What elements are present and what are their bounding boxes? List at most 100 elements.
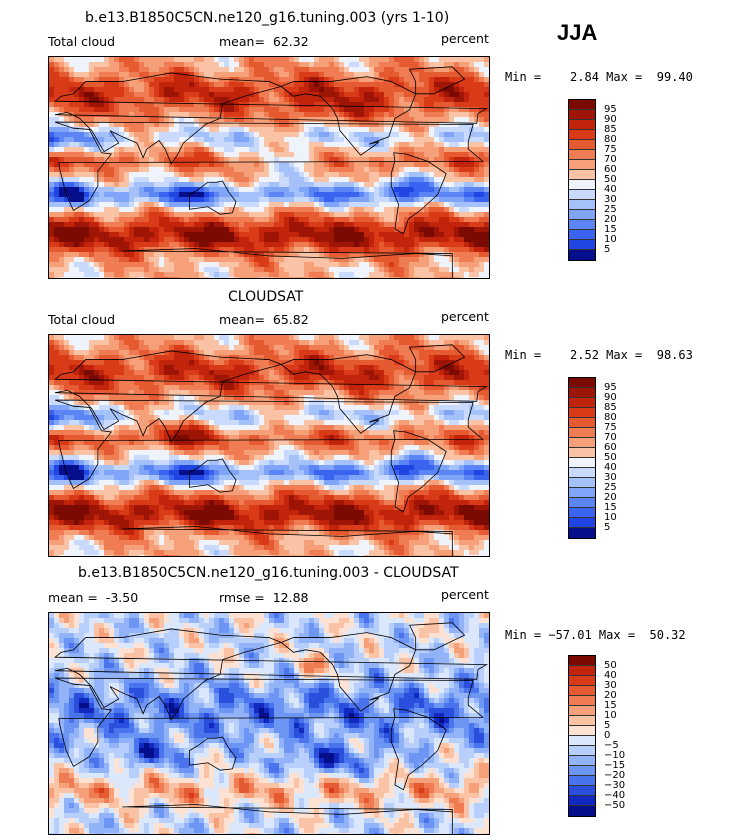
- field-cell: [314, 192, 320, 198]
- field-cell: [344, 162, 350, 168]
- field-cell: [359, 142, 365, 148]
- field-cell: [234, 117, 240, 123]
- field-cell: [189, 97, 195, 103]
- field-cell: [264, 355, 270, 361]
- field-cell: [409, 122, 415, 128]
- field-cell: [389, 267, 395, 273]
- field-cell: [104, 350, 110, 356]
- field-cell: [184, 217, 190, 223]
- field-cell: [399, 197, 405, 203]
- field-cell: [104, 335, 110, 341]
- field-cell: [169, 112, 175, 118]
- field-cell: [164, 92, 170, 98]
- field-cell: [224, 132, 230, 138]
- field-cell: [224, 257, 230, 263]
- field-cell: [184, 97, 190, 103]
- field-cell: [454, 177, 460, 183]
- field-cell: [389, 82, 395, 88]
- field-cell: [364, 62, 370, 68]
- field-cell: [459, 92, 465, 98]
- field-cell: [329, 375, 335, 381]
- field-cell: [64, 102, 70, 108]
- field-cell: [484, 72, 489, 78]
- field-cell: [229, 335, 235, 341]
- field-cell: [364, 127, 370, 133]
- field-cell: [279, 57, 285, 63]
- field-cell: [274, 117, 280, 123]
- field-cell: [244, 72, 250, 78]
- field-cell: [414, 232, 420, 238]
- field-cell: [464, 370, 470, 376]
- field-cell: [244, 82, 250, 88]
- field-cell: [89, 277, 95, 278]
- field-cell: [214, 340, 220, 346]
- field-cell: [64, 345, 70, 351]
- field-cell: [199, 82, 205, 88]
- field-cell: [224, 350, 230, 356]
- field-cell: [479, 202, 485, 208]
- field-cell: [414, 157, 420, 163]
- field-cell: [444, 267, 450, 273]
- field-cell: [294, 122, 300, 128]
- field-cell: [479, 262, 485, 268]
- field-cell: [334, 272, 340, 278]
- field-cell: [324, 142, 330, 148]
- field-cell: [104, 272, 110, 278]
- field-cell: [199, 360, 205, 366]
- field-cell: [404, 142, 410, 148]
- field-cell: [109, 167, 115, 173]
- field-cell: [89, 117, 95, 123]
- field-cell: [134, 360, 140, 366]
- field-cell: [279, 197, 285, 203]
- field-cell: [124, 142, 130, 148]
- field-cell: [229, 62, 235, 68]
- field-cell: [184, 272, 190, 278]
- field-cell: [299, 375, 305, 381]
- field-cell: [149, 127, 155, 133]
- field-cell: [459, 62, 465, 68]
- field-cell: [129, 370, 135, 376]
- field-cell: [139, 122, 145, 128]
- field-cell: [449, 182, 455, 188]
- field-cell: [84, 82, 90, 88]
- field-cell: [314, 252, 320, 258]
- field-cell: [354, 272, 360, 278]
- field-cell: [84, 370, 90, 376]
- field-cell: [394, 77, 400, 83]
- field-cell: [474, 370, 480, 376]
- field-cell: [159, 375, 165, 381]
- field-cell: [89, 197, 95, 203]
- field-cell: [424, 127, 430, 133]
- field-cell: [219, 227, 225, 233]
- field-cell: [304, 202, 310, 208]
- field-cell: [94, 112, 100, 118]
- field-cell: [429, 177, 435, 183]
- field-cell: [419, 192, 425, 198]
- field-cell: [139, 112, 145, 118]
- field-cell: [49, 207, 55, 213]
- field-cell: [239, 122, 245, 128]
- field-cell: [194, 202, 200, 208]
- field-cell: [299, 242, 305, 248]
- field-cell: [139, 167, 145, 173]
- field-cell: [384, 335, 390, 341]
- field-cell: [79, 345, 85, 351]
- panel1-map: [48, 56, 490, 279]
- field-cell: [314, 237, 320, 243]
- field-cell: [454, 172, 460, 178]
- field-cell: [284, 212, 290, 218]
- field-cell: [374, 365, 380, 371]
- field-cell: [164, 335, 170, 341]
- field-cell: [94, 62, 100, 68]
- field-cell: [424, 72, 430, 78]
- field-cell: [139, 162, 145, 168]
- field-cell: [409, 62, 415, 68]
- field-cell: [99, 380, 105, 386]
- field-cell: [94, 177, 100, 183]
- field-cell: [129, 212, 135, 218]
- field-cell: [214, 272, 220, 278]
- field-cell: [84, 340, 90, 346]
- field-cell: [274, 167, 280, 173]
- field-cell: [169, 167, 175, 173]
- field-cell: [219, 375, 225, 381]
